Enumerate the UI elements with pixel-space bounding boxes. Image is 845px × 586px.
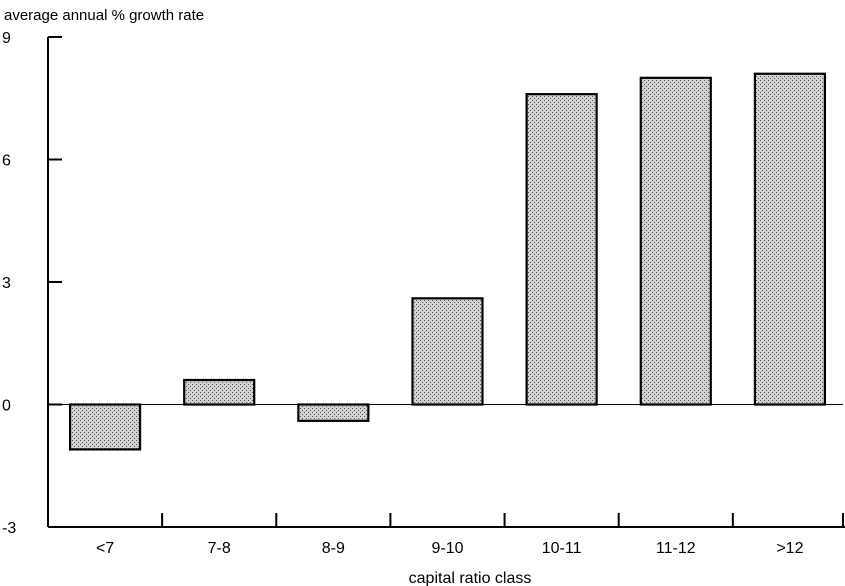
y-tick-label: 9: [2, 30, 11, 47]
axes: [47, 37, 845, 528]
bar-6: [639, 76, 712, 406]
bar-1: [68, 403, 142, 451]
x-axis-label: capital ratio class: [409, 570, 532, 586]
y-tick-label: -3: [2, 520, 16, 537]
x-tick-label: <7: [96, 540, 114, 557]
x-tick-label: 9-10: [431, 540, 463, 557]
y-axis-label: average annual % growth rate: [4, 7, 204, 24]
y-tick-label: 3: [2, 275, 11, 292]
x-tick-label: 10-11: [542, 540, 582, 557]
x-ticks: <7 7-8 8-9 9-10 10-11 11-12 >12: [96, 513, 844, 557]
y-tick-label: 6: [2, 153, 11, 170]
bar-4: [411, 297, 484, 406]
x-tick-label: 11-12: [656, 540, 696, 557]
bar-5: [525, 93, 598, 406]
bar-7: [753, 72, 827, 406]
x-tick-label: 8-9: [322, 540, 345, 557]
x-tick-label: 7-8: [208, 540, 231, 557]
y-ticks: -3 0 3 6 9: [2, 30, 62, 537]
y-tick-label: 0: [2, 398, 11, 415]
bar-2: [183, 378, 256, 406]
bar-3: [297, 403, 370, 422]
bars: [68, 72, 827, 451]
x-tick-label: >12: [776, 540, 803, 557]
